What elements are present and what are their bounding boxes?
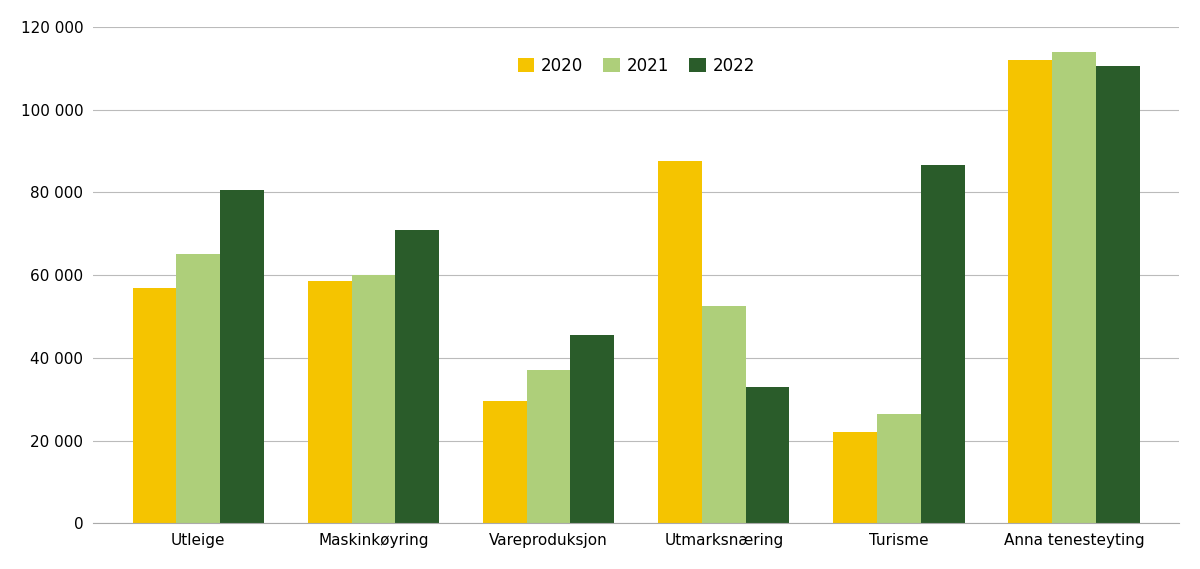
Bar: [176, 254, 220, 523]
Bar: [920, 166, 965, 523]
Bar: [702, 306, 745, 523]
Bar: [482, 401, 527, 523]
Bar: [877, 414, 920, 523]
Bar: [833, 432, 877, 523]
Legend: 2020, 2021, 2022: 2020, 2021, 2022: [511, 50, 761, 81]
Bar: [1096, 66, 1140, 523]
Bar: [527, 370, 570, 523]
Bar: [745, 387, 790, 523]
Bar: [395, 230, 439, 523]
Bar: [658, 162, 702, 523]
Bar: [1008, 60, 1052, 523]
Bar: [220, 190, 264, 523]
Bar: [570, 335, 614, 523]
Bar: [1052, 52, 1096, 523]
Bar: [352, 275, 395, 523]
Bar: [132, 287, 176, 523]
Bar: [307, 281, 352, 523]
